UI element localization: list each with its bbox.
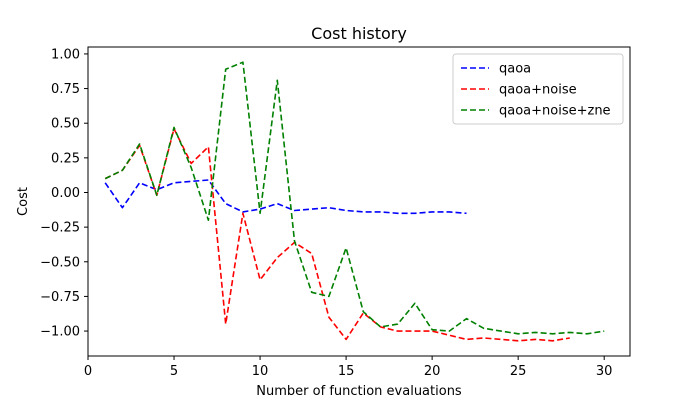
legend: qaoa qaoa+noise qaoa+noise+zne (452, 53, 624, 125)
x-tick-label: 5 (170, 364, 178, 379)
y-tick-label: −0.50 (40, 255, 80, 270)
x-axis: 0 5 10 15 20 25 30 (84, 356, 613, 379)
series-line-qaoa-noise-zne (104, 61, 605, 335)
series-line-qaoa (104, 179, 467, 215)
x-tick-label: 10 (252, 364, 269, 379)
legend-label: qaoa+noise+zne (499, 104, 611, 119)
legend-label: qaoa (499, 62, 531, 77)
y-tick-label: −0.25 (40, 221, 80, 236)
chart-title: Cost history (311, 24, 407, 43)
x-tick-label: 15 (338, 364, 355, 379)
x-tick-label: 0 (84, 364, 92, 379)
y-tick-label: 0.00 (51, 186, 80, 201)
legend-label: qaoa+noise (499, 83, 577, 98)
y-tick-label: 0.75 (51, 82, 80, 97)
y-tick-label: −0.75 (40, 290, 80, 305)
x-tick-label: 30 (596, 364, 613, 379)
y-tick-label: 0.50 (51, 117, 80, 132)
y-axis: −1.00 −0.75 −0.50 −0.25 0.00 0.25 0.50 0.75 1.00 (40, 47, 88, 340)
y-tick-label: 0.25 (51, 151, 80, 166)
plot-area-series (104, 61, 605, 342)
y-tick-label: 1.00 (51, 47, 80, 62)
y-axis-label: Cost (16, 187, 31, 216)
x-tick-label: 25 (510, 364, 527, 379)
x-axis-label: Number of function evaluations (256, 384, 462, 399)
y-tick-label: −1.00 (40, 325, 80, 340)
x-tick-label: 20 (424, 364, 441, 379)
legend-box (452, 53, 624, 125)
plot-frame (87, 46, 631, 357)
series-line-qaoa-noise (104, 128, 570, 342)
